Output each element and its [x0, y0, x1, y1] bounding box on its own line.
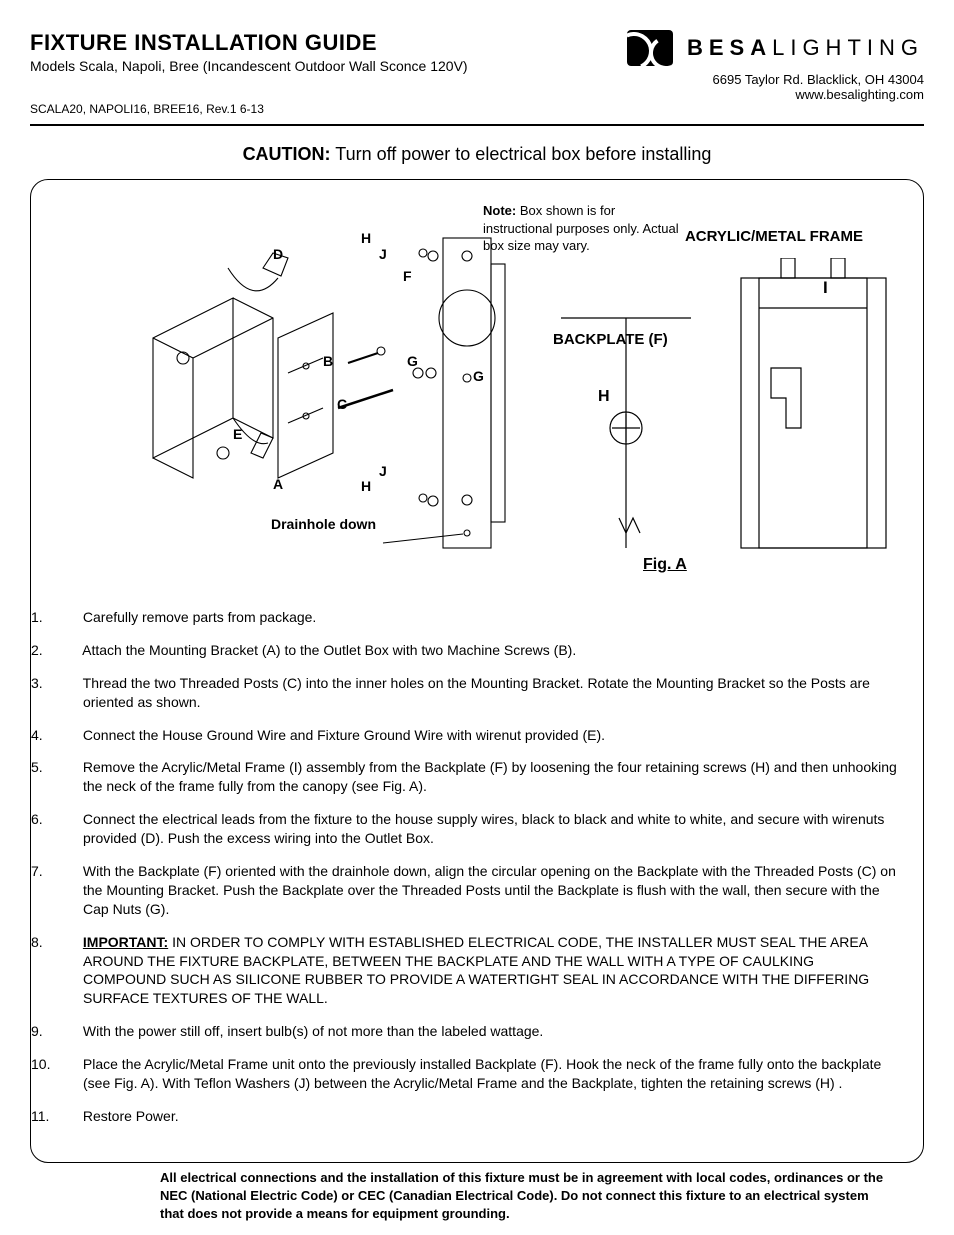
label-F: F	[403, 268, 412, 284]
label-G1: G	[407, 353, 418, 369]
revision-line: SCALA20, NAPOLI16, BREE16, Rev.1 6-13	[30, 102, 264, 116]
step-3: 3. Thread the two Threaded Posts (C) int…	[57, 674, 897, 712]
drainhole-label: Drainhole down	[271, 516, 376, 532]
step-7-text: With the Backplate (F) oriented with the…	[83, 863, 896, 917]
brand-wordmark: BESALIGHTING	[687, 35, 924, 61]
header: FIXTURE INSTALLATION GUIDE Models Scala,…	[30, 30, 924, 120]
step-11-text: Restore Power.	[83, 1108, 179, 1124]
step-6-text: Connect the electrical leads from the fi…	[83, 811, 885, 846]
step-8-text: IN ORDER TO COMPLY WITH ESTABLISHED ELEC…	[83, 934, 869, 1007]
step-9: 9. With the power still off, insert bulb…	[57, 1022, 897, 1041]
subtitle: Models Scala, Napoli, Bree (Incandescent…	[30, 58, 468, 74]
step-3-text: Thread the two Threaded Posts (C) into t…	[83, 675, 870, 710]
step-4: 4. Connect the House Ground Wire and Fix…	[57, 726, 897, 745]
caution-label: CAUTION:	[243, 144, 331, 164]
step-10: 10. Place the Acrylic/Metal Frame unit o…	[57, 1055, 897, 1093]
step-4-text: Connect the House Ground Wire and Fixtur…	[83, 727, 605, 743]
label-A: A	[273, 476, 283, 492]
label-J-bot: J	[379, 463, 387, 479]
caution-text: Turn off power to electrical box before …	[331, 144, 712, 164]
step-1: 1. Carefully remove parts from package.	[57, 608, 897, 627]
brand-bold: BESA	[687, 35, 772, 60]
label-C: C	[337, 396, 347, 412]
step-1-text: Carefully remove parts from package.	[83, 609, 316, 625]
label-J-top: J	[379, 246, 387, 262]
label-H-figA: H	[598, 388, 610, 406]
content-box: Note: Box shown is for instructional pur…	[30, 179, 924, 1163]
step-11: 11. Restore Power.	[57, 1107, 897, 1126]
step-2-text: Attach the Mounting Bracket (A) to the O…	[82, 642, 576, 658]
label-B: B	[323, 353, 333, 369]
backplate-label: BACKPLATE (F)	[553, 331, 668, 348]
brand-block: BESALIGHTING 6695 Taylor Rd. Blacklick, …	[627, 30, 924, 102]
step-9-text: With the power still off, insert bulb(s)…	[83, 1023, 543, 1039]
diagram-area: Note: Box shown is for instructional pur…	[53, 198, 901, 598]
step-5: 5. Remove the Acrylic/Metal Frame (I) as…	[57, 758, 897, 796]
figure-caption: Fig. A	[643, 556, 687, 574]
step-10-text: Place the Acrylic/Metal Frame unit onto …	[83, 1056, 881, 1091]
company-address: 6695 Taylor Rd. Blacklick, OH 43004	[627, 72, 924, 87]
step-5-text: Remove the Acrylic/Metal Frame (I) assem…	[83, 759, 897, 794]
figure-a-diagram	[531, 258, 901, 578]
label-E: E	[233, 426, 242, 442]
step-6: 6. Connect the electrical leads from the…	[57, 810, 897, 848]
footnote: All electrical connections and the insta…	[160, 1169, 884, 1224]
important-label: IMPORTANT:	[83, 934, 168, 950]
label-G2: G	[473, 368, 484, 384]
brand-logo-icon	[627, 30, 673, 66]
company-website: www.besalighting.com	[627, 87, 924, 102]
caution-line: CAUTION: Turn off power to electrical bo…	[30, 144, 924, 165]
step-8: 8. IMPORTANT: IN ORDER TO COMPLY WITH ES…	[57, 933, 897, 1009]
label-H-bot: H	[361, 478, 371, 494]
frame-title: ACRYLIC/METAL FRAME	[685, 228, 863, 245]
step-2: 2. Attach the Mounting Bracket (A) to th…	[57, 641, 897, 660]
label-H-top: H	[361, 230, 371, 246]
page-title: FIXTURE INSTALLATION GUIDE	[30, 30, 468, 56]
brand-light: LIGHTING	[772, 35, 924, 60]
step-7: 7. With the Backplate (F) oriented with …	[57, 862, 897, 919]
instruction-steps: 1. Carefully remove parts from package. …	[57, 608, 897, 1126]
label-D: D	[273, 246, 283, 262]
header-rule	[30, 124, 924, 126]
title-block: FIXTURE INSTALLATION GUIDE Models Scala,…	[30, 30, 468, 74]
label-I: I	[823, 278, 828, 298]
